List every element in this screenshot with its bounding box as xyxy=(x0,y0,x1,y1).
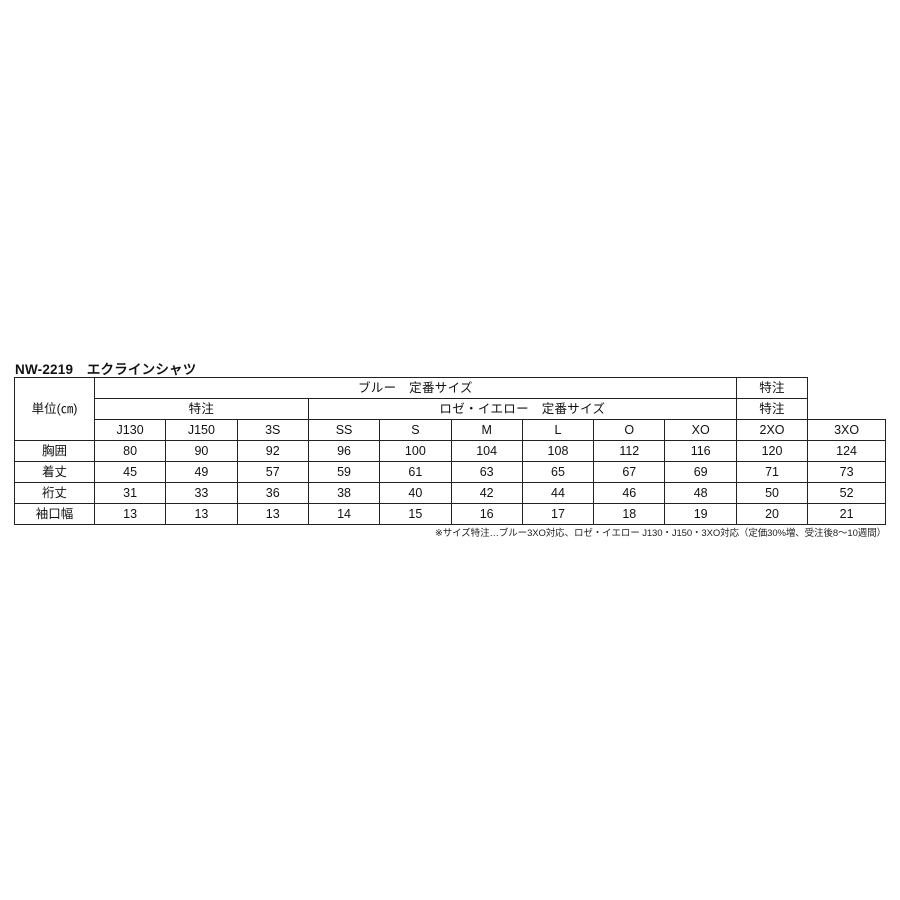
cell-1-7: 67 xyxy=(593,461,666,483)
cell-0-7: 112 xyxy=(593,440,666,462)
cell-1-8: 69 xyxy=(664,461,737,483)
row-label-2: 裄丈 xyxy=(14,482,95,504)
size-header-m: M xyxy=(450,419,523,441)
cell-3-7: 18 xyxy=(593,503,666,525)
cell-2-2: 36 xyxy=(236,482,309,504)
table-row: 着丈 45 49 57 59 61 63 65 67 69 71 73 xyxy=(14,461,886,483)
cell-2-7: 46 xyxy=(593,482,666,504)
cell-1-6: 65 xyxy=(521,461,595,483)
size-header-j150: J150 xyxy=(165,419,238,441)
cell-3-10: 21 xyxy=(807,503,886,525)
table-header-row-1: 単位(㎝) ブルー 定番サイズ 特注 xyxy=(14,377,886,441)
cell-1-4: 61 xyxy=(379,461,452,483)
cell-2-8: 48 xyxy=(664,482,737,504)
cell-3-3: 14 xyxy=(307,503,381,525)
cell-3-6: 17 xyxy=(521,503,595,525)
size-table-body: 単位(㎝) ブルー 定番サイズ 特注 特注 ロゼ・イエロー 定番サイズ 特注 J130 J15… xyxy=(14,377,886,525)
size-header-s: S xyxy=(379,419,452,441)
size-table: 単位(㎝) ブルー 定番サイズ 特注 特注 ロゼ・イエロー 定番サイズ 特注 J130 J15… xyxy=(14,377,886,525)
cell-1-0: 45 xyxy=(93,461,167,483)
cell-3-9: 20 xyxy=(735,503,809,525)
cell-2-6: 44 xyxy=(521,482,595,504)
cell-0-4: 100 xyxy=(379,440,452,462)
cell-3-8: 19 xyxy=(664,503,737,525)
header-group-row1-0: ブルー 定番サイズ xyxy=(93,377,737,399)
size-header-o: O xyxy=(593,419,666,441)
cell-0-2: 92 xyxy=(236,440,309,462)
footnote-text: ※サイズ特注…ブルー3XO対応、ロゼ・イエロー J130・J150・3XO対応（… xyxy=(434,528,886,539)
row-label-3: 袖口幅 xyxy=(14,503,95,525)
cell-2-4: 40 xyxy=(379,482,452,504)
cell-0-1: 90 xyxy=(165,440,238,462)
size-chart-container: 単位(㎝) ブルー 定番サイズ 特注 特注 ロゼ・イエロー 定番サイズ 特注 J130 J15… xyxy=(14,377,886,525)
cell-0-3: 96 xyxy=(307,440,381,462)
cell-3-5: 16 xyxy=(450,503,523,525)
cell-2-0: 31 xyxy=(93,482,167,504)
size-header-3s: 3S xyxy=(236,419,309,441)
header-group-row2-1: ロゼ・イエロー 定番サイズ xyxy=(307,398,737,420)
size-header-xo: XO xyxy=(664,419,737,441)
cell-0-6: 108 xyxy=(521,440,595,462)
size-header-j130: J130 xyxy=(93,419,167,441)
cell-2-9: 50 xyxy=(735,482,809,504)
size-header-2xo: 2XO xyxy=(735,419,809,441)
cell-1-5: 63 xyxy=(450,461,523,483)
table-row: 裄丈 31 33 36 38 40 42 44 46 48 50 52 xyxy=(14,482,886,504)
cell-2-3: 38 xyxy=(307,482,381,504)
cell-3-1: 13 xyxy=(165,503,238,525)
cell-0-10: 124 xyxy=(807,440,886,462)
table-header-row-sizes: J130 J150 3S SS S M L O XO 2XO 3XO xyxy=(15,419,886,441)
cell-1-9: 71 xyxy=(735,461,809,483)
cell-0-8: 116 xyxy=(664,440,737,462)
row-label-1: 着丈 xyxy=(14,461,95,483)
header-group-row2-0: 特注 xyxy=(93,398,309,420)
cell-2-1: 33 xyxy=(165,482,238,504)
row-label-0: 胸囲 xyxy=(14,440,95,462)
cell-0-5: 104 xyxy=(450,440,523,462)
unit-label-cell: 単位(㎝) xyxy=(14,377,95,441)
table-row: 袖口幅 13 13 13 14 15 16 17 18 19 20 21 xyxy=(14,503,886,525)
cell-3-4: 15 xyxy=(379,503,452,525)
page-title: NW-2219 エクラインシャツ xyxy=(15,362,197,377)
cell-2-5: 42 xyxy=(450,482,523,504)
cell-3-2: 13 xyxy=(236,503,309,525)
table-header-row-2: 特注 ロゼ・イエロー 定番サイズ 特注 xyxy=(15,398,886,420)
size-header-ss: SS xyxy=(307,419,381,441)
cell-1-3: 59 xyxy=(307,461,381,483)
size-header-3xo: 3XO xyxy=(807,419,886,441)
header-group-row2-2: 特注 xyxy=(735,398,809,420)
cell-0-0: 80 xyxy=(93,440,167,462)
cell-2-10: 52 xyxy=(807,482,886,504)
cell-0-9: 120 xyxy=(735,440,809,462)
cell-1-1: 49 xyxy=(165,461,238,483)
cell-1-2: 57 xyxy=(236,461,309,483)
size-header-l: L xyxy=(521,419,595,441)
cell-3-0: 13 xyxy=(93,503,167,525)
header-group-row1-1: 特注 xyxy=(735,377,809,399)
cell-1-10: 73 xyxy=(807,461,886,483)
table-row: 胸囲 80 90 92 96 100 104 108 112 116 120 124 xyxy=(14,440,886,462)
